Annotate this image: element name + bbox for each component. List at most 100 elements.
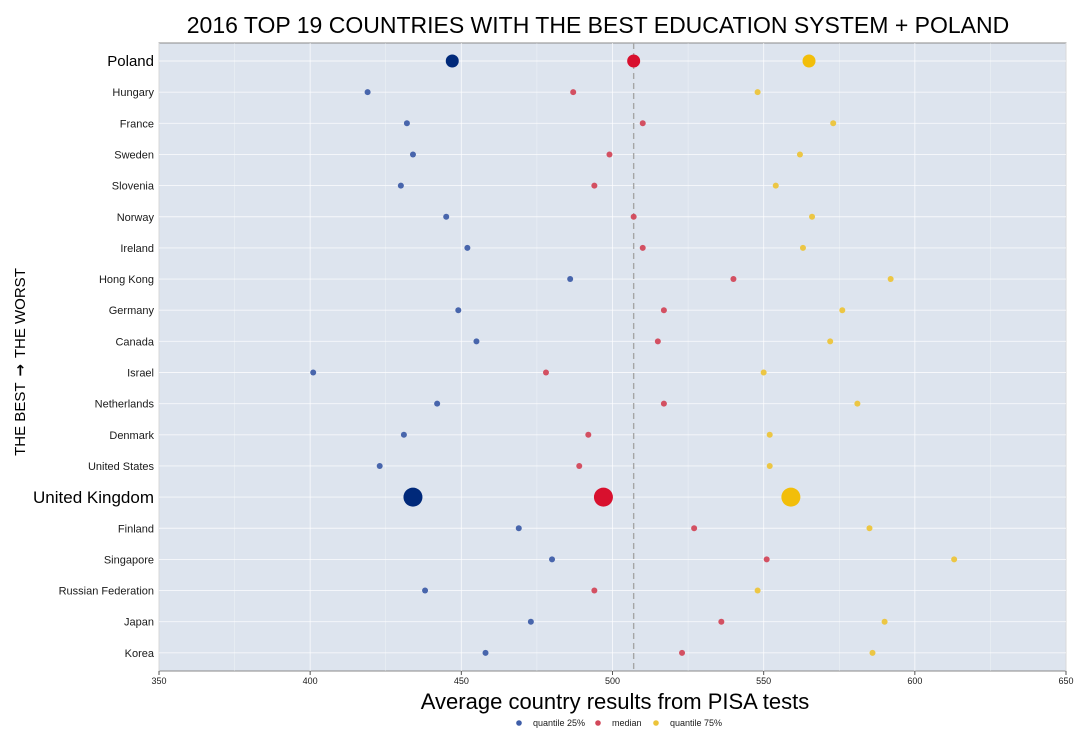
- x-axis-label: Average country results from PISA tests: [421, 689, 809, 714]
- point-quantile-25-ireland: [464, 244, 471, 251]
- point-median-hungary: [570, 89, 577, 96]
- country-label-canada: Canada: [115, 336, 154, 348]
- country-label-slovenia: Slovenia: [112, 181, 155, 193]
- point-quantile-25-norway: [443, 213, 450, 220]
- point-quantile-75-norway: [809, 213, 816, 220]
- point-median-slovenia: [591, 182, 598, 189]
- point-quantile-75-korea: [869, 649, 876, 656]
- point-median-poland: [627, 54, 641, 68]
- country-label-japan: Japan: [124, 617, 154, 629]
- point-median-netherlands: [660, 400, 667, 407]
- point-quantile-25-finland: [515, 525, 522, 532]
- x-tick-label-400: 400: [303, 676, 318, 686]
- point-quantile-25-israel: [310, 369, 317, 376]
- point-quantile-75-hungary: [754, 89, 761, 96]
- point-median-germany: [660, 307, 667, 314]
- point-quantile-75-canada: [827, 338, 834, 345]
- point-quantile-75-united-states: [766, 462, 773, 469]
- legend-swatch-median: [595, 720, 601, 726]
- point-quantile-75-netherlands: [854, 400, 861, 407]
- country-label-france: France: [120, 118, 154, 130]
- country-label-hungary: Hungary: [112, 87, 154, 99]
- point-quantile-25-germany: [455, 307, 462, 314]
- country-label-ireland: Ireland: [120, 243, 154, 255]
- point-quantile-25-russian-federation: [422, 587, 429, 594]
- country-labels: Poland Hungary France Sweden Slovenia Norway I…: [33, 53, 155, 660]
- point-quantile-75-france: [830, 120, 837, 127]
- legend-swatch-quantile-75: [653, 720, 659, 726]
- chart-title: 2016 TOP 19 COUNTRIES WITH THE BEST EDUC…: [187, 12, 1009, 38]
- x-axis-ticks: 350 400 450 500 550 600 650: [151, 671, 1074, 686]
- country-label-israel: Israel: [127, 368, 154, 380]
- point-median-united-kingdom: [593, 487, 613, 507]
- point-quantile-25-korea: [482, 649, 489, 656]
- y-axis-label: THE BEST → THE WORST: [11, 268, 29, 456]
- point-quantile-75-russian-federation: [754, 587, 761, 594]
- data-points: [310, 54, 958, 656]
- x-tick-label-450: 450: [454, 676, 469, 686]
- country-label-sweden: Sweden: [114, 149, 154, 161]
- point-median-japan: [718, 618, 725, 625]
- country-label-singapore: Singapore: [104, 554, 154, 566]
- country-label-hong-kong: Hong Kong: [99, 274, 154, 286]
- point-median-france: [639, 120, 646, 127]
- country-label-poland: Poland: [107, 53, 154, 70]
- point-quantile-75-denmark: [766, 431, 773, 438]
- svg-text:THE BEST → THE WOR: THE BEST → THE WORST: [11, 268, 29, 456]
- legend: quantile 25% median quantile 75%: [516, 718, 722, 728]
- point-quantile-75-poland: [802, 54, 816, 68]
- point-quantile-75-sweden: [796, 151, 803, 158]
- legend-label-quantile-25: quantile 25%: [533, 718, 585, 728]
- country-label-netherlands: Netherlands: [95, 399, 155, 411]
- grid-lines: [158, 43, 1067, 671]
- point-quantile-25-denmark: [400, 431, 407, 438]
- point-quantile-25-united-states: [376, 462, 383, 469]
- point-quantile-75-finland: [866, 525, 873, 532]
- point-quantile-75-united-kingdom: [781, 487, 801, 507]
- country-label-korea: Korea: [125, 648, 155, 660]
- point-quantile-25-netherlands: [434, 400, 441, 407]
- point-median-norway: [630, 213, 637, 220]
- point-quantile-25-hungary: [364, 89, 371, 96]
- legend-label-median: median: [612, 718, 642, 728]
- y-axis-label-arrow: →: [11, 364, 29, 377]
- point-quantile-75-germany: [839, 307, 846, 314]
- x-tick-label-600: 600: [907, 676, 922, 686]
- point-quantile-25-slovenia: [397, 182, 404, 189]
- point-median-russian-federation: [591, 587, 598, 594]
- point-quantile-75-slovenia: [772, 182, 779, 189]
- point-median-hong-kong: [730, 276, 737, 283]
- point-median-israel: [542, 369, 549, 376]
- country-label-denmark: Denmark: [109, 430, 154, 442]
- point-quantile-75-hong-kong: [887, 276, 894, 283]
- x-tick-label-550: 550: [756, 676, 771, 686]
- point-quantile-25-singapore: [549, 556, 556, 563]
- point-quantile-25-hong-kong: [567, 276, 574, 283]
- point-median-united-states: [576, 462, 583, 469]
- point-quantile-25-poland: [445, 54, 459, 68]
- point-median-finland: [691, 525, 698, 532]
- point-median-korea: [679, 649, 686, 656]
- point-quantile-25-sweden: [409, 151, 416, 158]
- point-quantile-25-united-kingdom: [403, 487, 423, 507]
- point-median-canada: [654, 338, 661, 345]
- point-quantile-75-singapore: [951, 556, 958, 563]
- x-tick-label-350: 350: [151, 676, 166, 686]
- point-quantile-25-france: [403, 120, 410, 127]
- x-tick-label-650: 650: [1058, 676, 1073, 686]
- country-label-russian-federation: Russian Federation: [59, 586, 154, 598]
- point-median-sweden: [606, 151, 613, 158]
- country-label-united-kingdom: United Kingdom: [33, 488, 154, 507]
- point-median-denmark: [585, 431, 592, 438]
- legend-label-quantile-75: quantile 75%: [670, 718, 722, 728]
- point-quantile-75-israel: [760, 369, 767, 376]
- point-quantile-75-japan: [881, 618, 888, 625]
- point-quantile-25-canada: [473, 338, 480, 345]
- country-label-finland: Finland: [118, 523, 154, 535]
- y-axis-label-worst: THE WORST: [12, 268, 29, 358]
- country-label-united-states: United States: [88, 461, 155, 473]
- point-median-ireland: [639, 244, 646, 251]
- point-quantile-75-ireland: [799, 244, 806, 251]
- y-axis-label-best: THE BEST: [12, 383, 29, 456]
